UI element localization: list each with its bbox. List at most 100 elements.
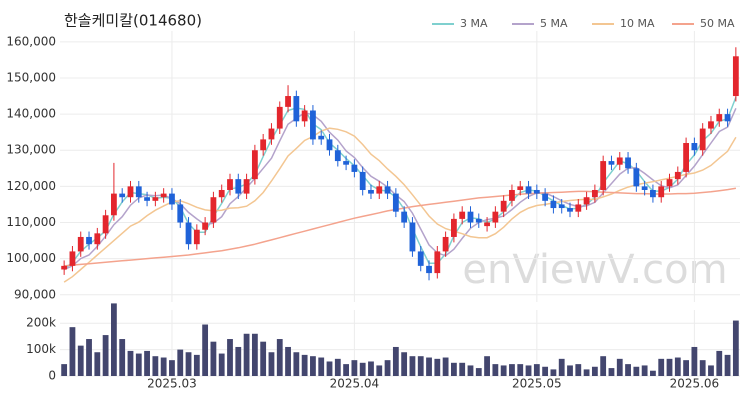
volume-bar <box>193 354 200 376</box>
volume-bar <box>69 327 76 376</box>
volume-bar <box>185 352 192 376</box>
candle-body <box>243 179 250 194</box>
candle-body <box>359 171 366 190</box>
volume-bar <box>61 364 68 376</box>
candle-body <box>708 121 714 129</box>
volume-bar <box>235 346 242 376</box>
volume-bar <box>334 358 341 376</box>
candle-body <box>227 179 233 190</box>
candle-body <box>285 96 291 107</box>
ma-line <box>64 187 737 267</box>
volume-bar <box>542 366 549 376</box>
volume-bar <box>475 368 482 376</box>
volume-bar <box>625 364 631 376</box>
volume-bar <box>285 346 291 376</box>
volume-bar <box>368 361 374 376</box>
volume-bar <box>376 365 383 376</box>
legend-label: 5 MA <box>540 17 568 30</box>
volume-bar <box>86 339 92 376</box>
candle-body <box>152 197 159 201</box>
candle-body <box>600 161 607 190</box>
volume-bar <box>683 360 689 376</box>
volume-bar <box>500 365 507 376</box>
candle-body <box>202 222 209 230</box>
candle-body <box>368 189 374 194</box>
y-tick-label: 140,000 <box>6 107 56 121</box>
volume-bar <box>251 333 258 376</box>
candle-body <box>691 143 698 151</box>
volume-tick-label: 100k <box>26 342 56 356</box>
candle-body <box>716 114 723 122</box>
volume-bar <box>426 357 432 376</box>
volume-bar <box>119 339 126 376</box>
candle-body <box>625 157 631 169</box>
candle-body <box>650 189 656 198</box>
volume-bar <box>558 358 565 376</box>
candle-body <box>583 197 590 205</box>
volume-bar <box>616 358 623 376</box>
y-tick-label: 100,000 <box>6 251 56 265</box>
candle-body <box>459 211 466 219</box>
candle-body <box>185 222 192 245</box>
volume-bar <box>708 365 714 376</box>
candle-body <box>251 150 258 180</box>
x-tick-label: 2025.03 <box>147 377 197 391</box>
legend-label: 10 MA <box>620 17 655 30</box>
y-tick-label: 90,000 <box>14 287 56 301</box>
volume-bar <box>517 364 524 376</box>
volume-bar <box>525 365 532 376</box>
volume-bar <box>218 353 225 376</box>
volume-bar <box>417 356 424 376</box>
y-tick-label: 150,000 <box>6 70 56 84</box>
candle-body <box>61 265 68 270</box>
volume-bar <box>169 360 175 376</box>
candle-body <box>334 150 341 162</box>
candle-body <box>674 171 681 180</box>
candle-body <box>451 218 457 237</box>
candle-body <box>160 193 167 198</box>
volume-bar <box>467 365 474 376</box>
candle-body <box>310 110 316 140</box>
candle-body <box>442 236 449 252</box>
candle-body <box>384 186 391 194</box>
candle-body <box>293 96 300 122</box>
candle-body <box>218 189 225 198</box>
chart-title: 한솔케미칼(014680) <box>64 12 202 30</box>
volume-bar <box>177 349 184 376</box>
volume-bar <box>434 358 441 376</box>
y-tick-label: 130,000 <box>6 143 56 157</box>
candle-body <box>86 236 92 245</box>
candle-body <box>658 186 665 198</box>
candle-body <box>525 186 532 194</box>
candle-body <box>318 135 325 140</box>
candle-body <box>351 164 358 172</box>
x-tick-label: 2025.05 <box>512 377 562 391</box>
candle-body <box>475 218 482 223</box>
volume-tick-label: 200k <box>26 316 56 330</box>
volume-bar <box>650 370 656 376</box>
candle-body <box>509 189 515 201</box>
candle-body <box>111 193 117 216</box>
volume-bar <box>268 352 275 376</box>
volume-bar <box>451 362 457 376</box>
candle-body <box>616 157 623 165</box>
candle-body <box>119 193 126 198</box>
y-tick-label: 110,000 <box>6 215 56 229</box>
candle-body <box>542 193 549 201</box>
volume-bar <box>691 346 698 376</box>
candle-body <box>467 211 474 223</box>
legend-label: 3 MA <box>460 17 488 30</box>
volume-bar <box>509 364 515 376</box>
candle-body <box>567 208 573 212</box>
volume-bar <box>492 364 499 376</box>
volume-bar <box>600 356 607 376</box>
candle-body <box>144 197 150 201</box>
candle-body <box>343 161 349 165</box>
volume-bar <box>210 341 217 376</box>
candle-body <box>260 139 267 151</box>
candle-body <box>484 222 490 227</box>
candle-body <box>102 215 109 234</box>
volume-bar <box>102 335 109 376</box>
volume-bar <box>301 354 308 376</box>
